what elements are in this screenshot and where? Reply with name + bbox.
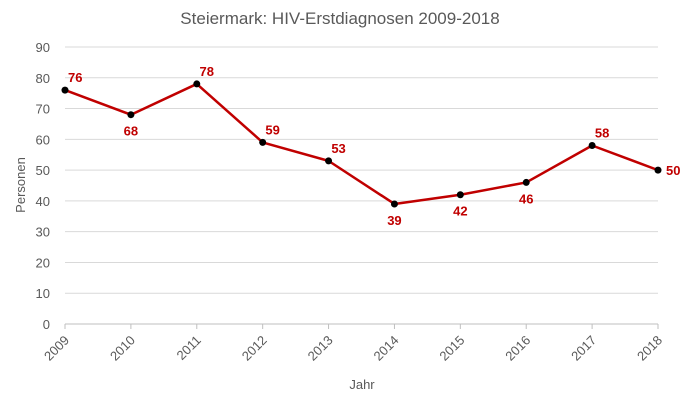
x-tick-label: 2017 [568, 333, 599, 364]
x-tick-label: 2012 [239, 333, 270, 364]
y-tick-label: 30 [36, 225, 50, 240]
y-tick-label: 40 [36, 194, 50, 209]
data-point [127, 111, 135, 119]
y-axis-ticks: 0 10 20 30 40 50 60 70 80 90 [36, 40, 50, 332]
data-point [61, 86, 69, 94]
x-tick-label: 2018 [634, 333, 665, 364]
data-point [456, 191, 464, 199]
data-markers [61, 80, 662, 208]
series-line [64, 82, 659, 206]
data-point [193, 80, 201, 88]
data-label: 46 [519, 191, 533, 206]
x-tick-label: 2016 [502, 333, 533, 364]
data-series [64, 82, 659, 206]
data-label: 59 [265, 122, 279, 137]
data-point [522, 178, 530, 186]
x-tick-label: 2014 [371, 333, 402, 364]
data-point [588, 141, 596, 149]
x-axis-title: Jahr [349, 377, 375, 392]
y-tick-label: 90 [36, 40, 50, 55]
data-point [325, 157, 333, 165]
data-label: 53 [331, 141, 345, 156]
x-axis-ticks: 2009 2010 2011 2012 2013 2014 2015 2016 2017 2018 [41, 324, 665, 364]
y-tick-label: 10 [36, 286, 50, 301]
x-tick-label: 2010 [107, 333, 138, 364]
data-labels: 76 68 78 59 53 39 42 46 58 50 [68, 64, 680, 228]
gridlines [65, 46, 658, 325]
data-label: 68 [124, 124, 138, 139]
y-tick-label: 50 [36, 163, 50, 178]
y-tick-label: 70 [36, 102, 50, 117]
x-tick-label: 2013 [305, 333, 336, 364]
data-point [259, 138, 267, 146]
data-label: 78 [200, 64, 214, 79]
data-label: 76 [68, 70, 82, 85]
y-tick-label: 80 [36, 71, 50, 86]
data-label: 42 [453, 204, 467, 219]
data-point [390, 200, 398, 208]
y-axis-title: Personen [13, 157, 28, 213]
x-tick-label: 2015 [436, 333, 467, 364]
data-label: 50 [666, 163, 680, 178]
data-point [654, 166, 662, 174]
x-tick-label: 2009 [41, 333, 72, 364]
chart-title: Steiermark: HIV-Erstdiagnosen 2009-2018 [180, 9, 499, 28]
y-tick-label: 20 [36, 255, 50, 270]
x-tick-label: 2011 [174, 333, 204, 363]
data-label: 58 [595, 125, 609, 140]
y-tick-label: 60 [36, 132, 50, 147]
data-label: 39 [387, 213, 401, 228]
y-tick-label: 0 [43, 317, 50, 332]
